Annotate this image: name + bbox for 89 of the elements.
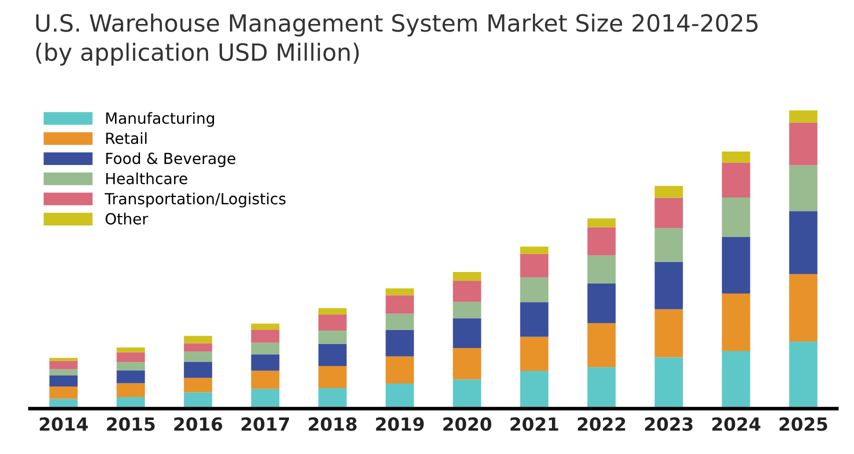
bar	[184, 336, 212, 344]
bar	[318, 366, 347, 388]
bar	[520, 277, 548, 302]
bar	[587, 283, 616, 324]
bar	[452, 379, 482, 409]
x-tick-label: 2019	[376, 417, 424, 431]
bar	[452, 280, 482, 302]
bar	[452, 348, 482, 380]
bar	[386, 295, 414, 314]
legend-label: Transportation/Logistics	[104, 192, 286, 208]
bar	[251, 324, 280, 330]
legend-label: Other	[106, 212, 148, 225]
bar	[587, 218, 616, 228]
bar	[49, 360, 78, 370]
x-tick-label: 2021	[510, 417, 558, 431]
bar	[184, 362, 212, 378]
x-tick-label: 2014	[40, 417, 88, 431]
bar	[520, 302, 548, 337]
bar	[654, 357, 683, 409]
bar	[386, 330, 414, 356]
bar	[318, 308, 347, 314]
legend-label: Manufacturing	[106, 112, 214, 127]
bar	[587, 227, 616, 256]
legend-label: Healthcare	[106, 172, 188, 184]
bar	[116, 347, 145, 352]
bar	[49, 386, 78, 399]
x-tick-label: 2016	[174, 417, 222, 431]
bar	[789, 110, 818, 123]
bar	[49, 358, 78, 361]
bar	[251, 388, 280, 409]
bar	[520, 246, 548, 254]
bar	[722, 152, 750, 163]
bar	[49, 369, 78, 376]
bar	[386, 356, 414, 384]
bar	[386, 384, 414, 409]
bar	[184, 392, 212, 409]
bar	[184, 378, 212, 392]
bar	[789, 165, 818, 212]
bar	[452, 272, 482, 281]
bar	[452, 318, 482, 348]
bar	[184, 352, 212, 362]
bar	[654, 309, 683, 358]
legend-label: Food & Beverage	[106, 152, 236, 168]
bar	[654, 198, 683, 228]
bar	[318, 344, 347, 366]
bar	[251, 330, 280, 343]
bar	[789, 274, 818, 342]
x-tick-label: 2017	[242, 417, 289, 431]
bar	[587, 323, 616, 368]
bar	[520, 254, 548, 278]
bar	[722, 351, 750, 409]
bar	[116, 383, 145, 397]
x-tick-label: 2020	[443, 417, 492, 431]
bar	[318, 388, 347, 409]
bar	[184, 343, 212, 352]
bar	[452, 302, 482, 318]
x-tick-label: 2025	[780, 417, 828, 431]
bar	[116, 362, 145, 370]
bar	[116, 352, 145, 362]
x-tick-label: 2018	[308, 417, 357, 431]
legend-label: Retail	[106, 132, 146, 144]
x-tick-label: 2022	[578, 417, 626, 431]
bar	[386, 314, 414, 330]
x-tick-label: 2015	[107, 417, 155, 431]
bar	[251, 354, 280, 371]
bar	[386, 288, 414, 296]
bar	[654, 186, 683, 198]
bar	[251, 342, 280, 354]
bar	[318, 330, 347, 344]
bar	[587, 367, 616, 409]
x-tick-label: 2024	[712, 417, 760, 431]
bar	[722, 293, 750, 352]
bar	[116, 370, 145, 384]
bar	[722, 162, 750, 198]
x-tick-label: 2023	[645, 417, 692, 431]
bar	[789, 122, 818, 166]
bar	[654, 262, 683, 310]
bar	[251, 370, 280, 389]
chart-title: U.S. Warehouse Management System Market Size 2014-2025 (by application USD Million)	[36, 14, 758, 66]
bar	[722, 236, 750, 294]
bar	[789, 342, 818, 409]
bar	[49, 376, 78, 387]
bar	[318, 314, 347, 330]
bar	[587, 255, 616, 284]
bar	[520, 371, 548, 409]
bar	[789, 211, 818, 274]
bar	[654, 228, 683, 262]
bar	[520, 336, 548, 372]
bar	[722, 197, 750, 237]
